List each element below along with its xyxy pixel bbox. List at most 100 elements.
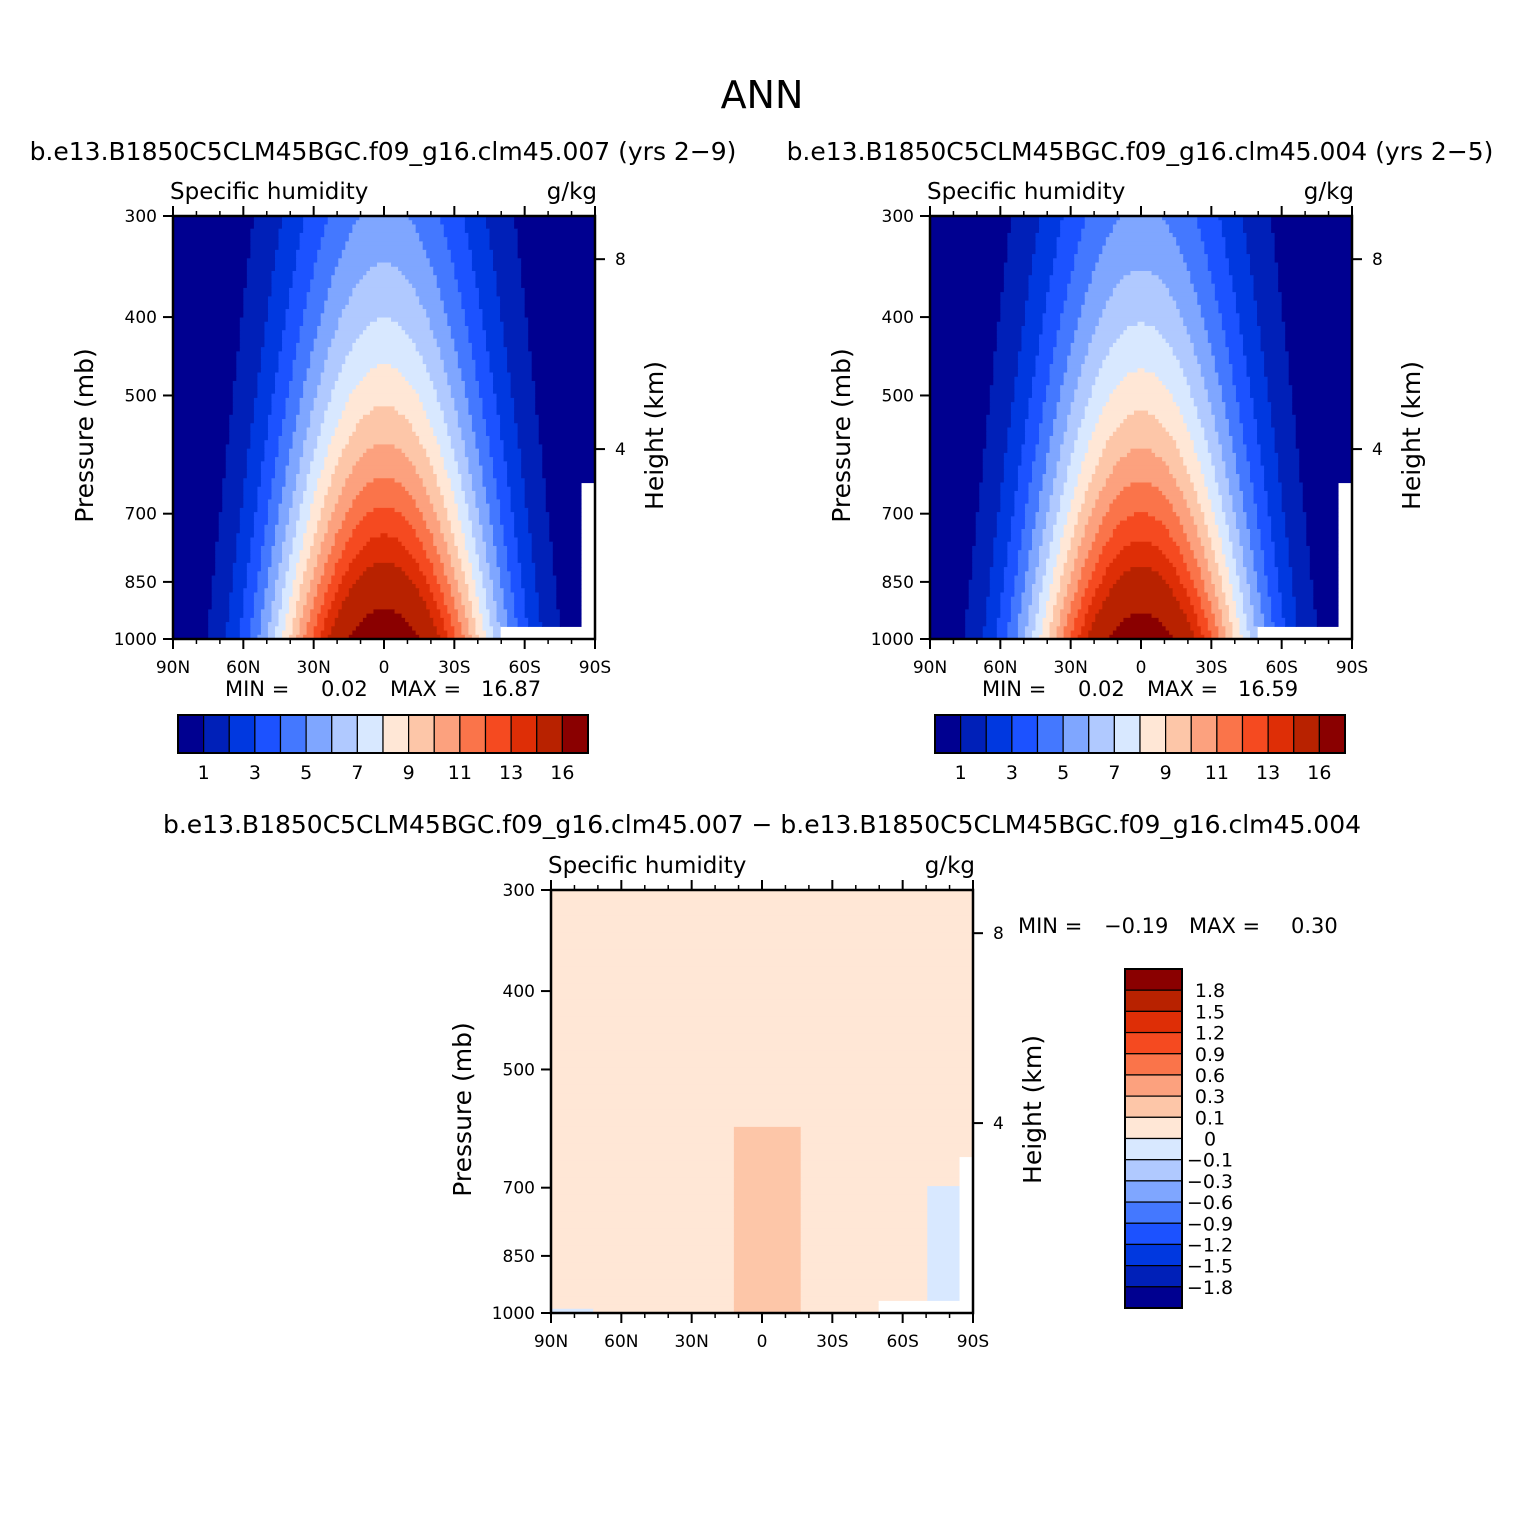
contour-band	[507, 474, 522, 479]
contour-band	[299, 512, 311, 517]
contour-band	[1098, 584, 1114, 589]
contour-band	[1232, 368, 1248, 374]
contour-band	[1060, 389, 1075, 395]
contour-band	[1056, 410, 1072, 416]
contour-band	[447, 634, 455, 640]
contour-band	[485, 558, 498, 564]
contour-band	[257, 372, 276, 378]
contour-band	[1257, 431, 1276, 437]
contour-band	[1271, 520, 1286, 526]
contour-band	[510, 507, 529, 513]
contour-band	[278, 503, 294, 509]
contour-band	[362, 330, 406, 336]
x-tick-label: 30S	[816, 1332, 848, 1352]
contour-band	[1060, 545, 1072, 551]
contour-band	[274, 465, 287, 471]
contour-band	[1109, 393, 1174, 399]
contour-band	[282, 558, 290, 564]
contour-band	[264, 533, 276, 539]
contour-band	[426, 452, 441, 458]
contour-band	[1253, 499, 1269, 505]
contour-band	[173, 389, 234, 395]
contour-band	[1046, 562, 1058, 568]
contour-band	[503, 457, 522, 462]
contour-band	[426, 520, 441, 526]
contour-band	[229, 596, 244, 602]
contour-band	[1260, 609, 1272, 615]
contour-band	[989, 393, 1015, 399]
contour-band	[454, 630, 462, 636]
contour-band	[173, 609, 209, 615]
contour-band	[517, 431, 540, 437]
contour-band	[1183, 419, 1202, 424]
contour-band	[1039, 431, 1054, 437]
contour-band	[1278, 266, 1353, 272]
contour-band	[468, 558, 480, 564]
contour-band	[1235, 613, 1248, 619]
contour-band	[1084, 613, 1096, 619]
contour-band	[450, 558, 462, 564]
contour-band	[246, 452, 266, 458]
contour-band	[993, 355, 1019, 361]
contour-band	[1214, 516, 1226, 522]
contour-band	[930, 503, 980, 509]
contour-band	[1077, 609, 1089, 615]
contour-band	[800, 1135, 974, 1141]
contour-band	[1010, 419, 1026, 424]
contour-band	[461, 304, 480, 310]
contour-band	[243, 596, 255, 602]
contour-band	[1077, 241, 1107, 247]
contour-band	[243, 613, 255, 619]
contour-band	[493, 596, 505, 602]
contour-band	[1084, 558, 1100, 564]
contour-band	[338, 258, 431, 264]
contour-band	[1246, 452, 1262, 458]
contour-band	[551, 1169, 735, 1175]
contour-band	[1246, 617, 1255, 623]
contour-band	[1242, 507, 1258, 513]
contour-band	[1035, 579, 1044, 585]
contour-band	[930, 609, 966, 615]
contour-band	[239, 634, 251, 640]
contour-band	[927, 1279, 960, 1284]
colorbar-swatch	[1124, 989, 1183, 1012]
contour-band	[317, 389, 332, 395]
colorbar-label: 1.8	[1195, 980, 1225, 1002]
contour-band	[1257, 309, 1283, 314]
contour-band	[521, 571, 536, 577]
contour-band	[1010, 406, 1030, 412]
contour-band	[1214, 368, 1234, 374]
contour-band	[362, 516, 406, 522]
contour-band	[1088, 287, 1114, 293]
contour-band	[1246, 359, 1265, 365]
contour-band	[1285, 520, 1307, 526]
contour-band	[1179, 550, 1195, 555]
contour-band	[1257, 419, 1272, 424]
contour-band	[313, 406, 329, 412]
contour-band	[334, 469, 353, 475]
contour-band	[485, 554, 498, 560]
contour-band	[1264, 562, 1276, 568]
contour-band	[1021, 457, 1037, 462]
contour-band	[1186, 380, 1205, 386]
contour-band	[1102, 520, 1121, 526]
contour-band	[1081, 237, 1107, 242]
contour-band	[972, 575, 991, 581]
contour-band	[278, 617, 287, 623]
contour-band	[485, 634, 494, 640]
contour-band	[482, 617, 491, 623]
y-tick-label: 500	[125, 386, 157, 406]
contour-band	[232, 588, 244, 594]
contour-band	[1183, 372, 1202, 378]
contour-band	[1232, 584, 1241, 589]
contour-band	[800, 1169, 960, 1175]
contour-band	[1299, 457, 1353, 462]
contour-band	[1017, 368, 1037, 374]
contour-band	[1214, 292, 1237, 297]
contour-band	[482, 613, 491, 619]
contour-band	[1179, 516, 1195, 522]
contour-band	[271, 283, 294, 289]
contour-band	[296, 524, 308, 530]
contour-band	[930, 372, 994, 378]
contour-band	[1207, 626, 1219, 632]
